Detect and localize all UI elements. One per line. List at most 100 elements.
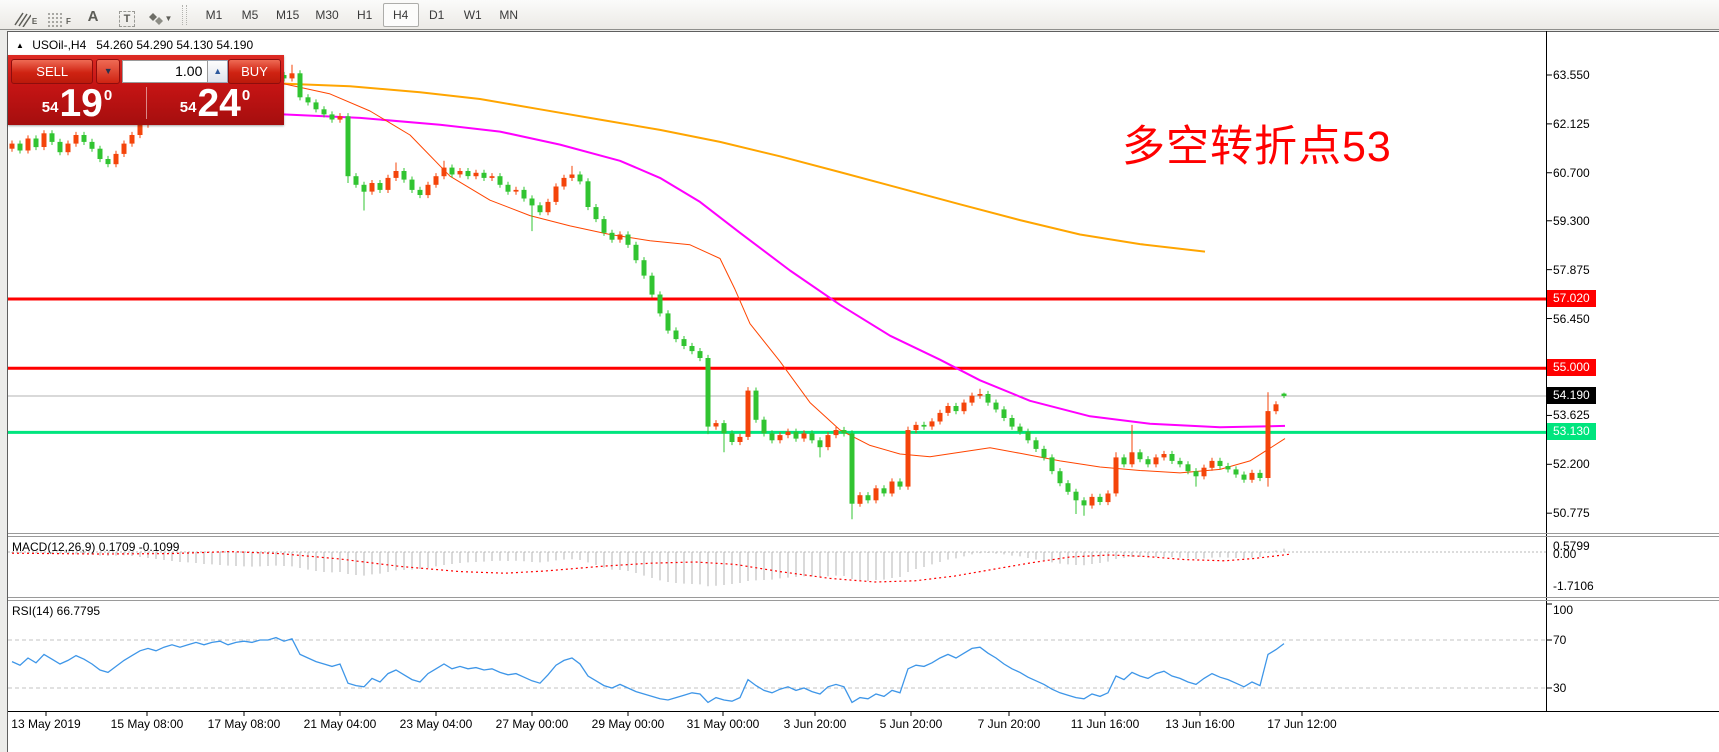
candle [1209, 460, 1215, 468]
candle [873, 488, 879, 501]
chart-window-background [7, 31, 1719, 752]
candle [785, 431, 791, 436]
candle [57, 141, 63, 153]
candle [673, 330, 679, 340]
candle [377, 183, 383, 190]
candle [865, 495, 871, 501]
candle [961, 402, 967, 412]
candle [553, 186, 559, 202]
candle [425, 184, 431, 196]
candle [737, 436, 743, 442]
candle [305, 97, 311, 103]
candle [409, 179, 415, 190]
macd-panel-label: MACD(12,26,9) 0.1709 -0.1099 [12, 540, 180, 554]
candle [825, 435, 831, 448]
panel-separator[interactable] [8, 533, 1719, 534]
text-label-glyph: A [87, 7, 99, 25]
candle [401, 171, 407, 180]
panel-separator[interactable] [8, 600, 1719, 601]
candle [881, 488, 887, 494]
candle [545, 201, 551, 213]
candle [921, 424, 927, 427]
macd-axis-label: 0.00 [1553, 547, 1577, 561]
candle [777, 435, 783, 441]
macd-signal-line [11, 550, 1291, 583]
collapse-triangle-icon[interactable]: ▲ [16, 41, 24, 50]
rsi-axis-label: 100 [1553, 603, 1574, 617]
candle [1081, 500, 1087, 506]
candle [1201, 467, 1207, 477]
tf-button-h4[interactable]: H4 [382, 2, 419, 27]
candle [953, 406, 959, 412]
candle [897, 481, 903, 487]
candle [281, 75, 287, 79]
volume-increase-button[interactable]: ▲ [208, 59, 228, 83]
candle [33, 138, 39, 148]
tf-button-d1[interactable]: D1 [429, 7, 445, 22]
ohlc-label: 54.260 54.290 54.130 54.190 [96, 38, 254, 52]
time-label: 31 May 00:00 [686, 717, 760, 731]
candle [841, 430, 847, 434]
price-badge: 55.000 [1547, 359, 1596, 377]
candle [521, 189, 527, 199]
buy-button[interactable]: BUY [228, 58, 281, 84]
candle [657, 294, 663, 314]
candle [633, 244, 639, 261]
draw-channel-icon[interactable]: E [11, 3, 39, 27]
tf-button-m15[interactable]: M15 [276, 7, 300, 22]
text-box-icon[interactable]: T [113, 3, 141, 27]
toolbar: E F A T ▼ M1 M5 M15 M30 H1 H4 D1 W1 MN [0, 0, 1719, 30]
sell-price[interactable]: 54 19 0 [8, 84, 146, 123]
shapes-style-icon[interactable]: ▼ [147, 3, 175, 27]
candle [41, 133, 47, 147]
candle [81, 135, 87, 142]
candle [505, 184, 511, 192]
tf-button-h1[interactable]: H1 [357, 7, 373, 22]
tf-button-m30[interactable]: M30 [315, 7, 339, 22]
candle [137, 124, 143, 135]
price-label: 59.300 [1553, 213, 1590, 228]
candle [713, 423, 719, 427]
candle [49, 133, 55, 142]
volume-decrease-button[interactable]: ▼ [96, 58, 120, 84]
candle [457, 171, 463, 175]
buy-price-big: 24 [197, 82, 241, 125]
candle [121, 143, 127, 154]
fibo-grid-glyph [48, 13, 65, 26]
diamond-arrows-glyph [148, 12, 163, 25]
candle [353, 176, 359, 185]
tf-button-m1[interactable]: M1 [205, 7, 223, 22]
candle [889, 481, 895, 494]
candle [1073, 491, 1079, 501]
panel-separator[interactable] [8, 536, 1719, 537]
sell-button[interactable]: SELL [11, 58, 94, 84]
candle [729, 433, 735, 442]
candle [1057, 471, 1063, 484]
buy-price[interactable]: 54 24 0 [146, 82, 284, 125]
candle [449, 167, 455, 175]
tf-button-w1[interactable]: W1 [463, 7, 482, 22]
candle [1249, 472, 1255, 480]
candle [609, 232, 615, 240]
candle [89, 141, 95, 149]
candle [1153, 457, 1159, 465]
candle [1185, 464, 1191, 472]
toolbar-separator [182, 4, 187, 25]
candle [905, 430, 911, 487]
candle [761, 419, 767, 434]
text-label-icon[interactable]: A [79, 3, 107, 27]
price-label: 62.125 [1553, 116, 1590, 131]
candle [1065, 483, 1071, 492]
draw-fibonacci-icon[interactable]: F [45, 3, 73, 27]
panel-separator[interactable] [8, 597, 1719, 598]
candle [1049, 457, 1055, 472]
volume-input[interactable]: 1.00 [121, 59, 209, 83]
candle [817, 440, 823, 448]
candle [617, 234, 623, 240]
tf-button-mn[interactable]: MN [499, 7, 519, 22]
candle [313, 102, 319, 110]
candle [441, 167, 447, 177]
tf-button-m5[interactable]: M5 [241, 7, 259, 22]
candle [1193, 471, 1199, 477]
